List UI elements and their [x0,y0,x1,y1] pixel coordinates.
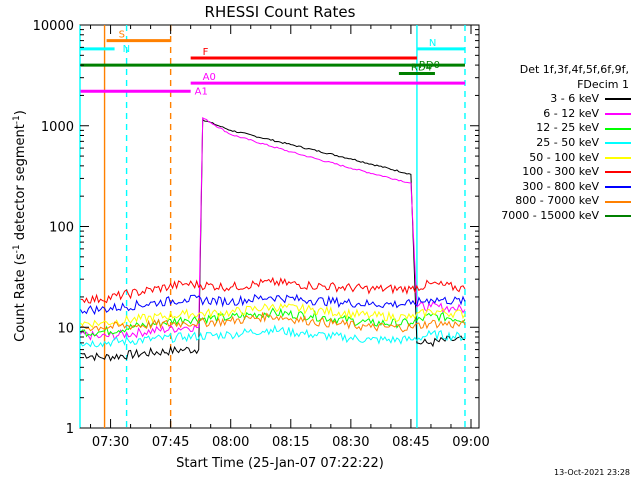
legend-header-line-1: Det 1f,3f,4f,5f,6f,9f, [519,63,629,76]
x-tick-label-5: 08:45 [392,435,429,450]
y-axis-label: Count Rate (s-1 detector segment-1) [12,110,28,342]
series-line-3 [80,324,466,348]
legend-label-7: 800 - 7000 keV [515,194,599,208]
legend: Det 1f,3f,4f,5f,6f,9f, FDecim 1 3 - 6 ke… [483,63,633,224]
legend-entry-2: 12 - 25 keV [483,121,633,136]
series-line-6 [80,293,466,316]
legend-entry-6: 300 - 800 keV [483,180,633,195]
legend-label-2: 12 - 25 keV [536,121,599,135]
series-line-7 [80,312,466,333]
y-tick-label-3: 1000 [41,120,74,135]
series-line-2 [80,307,466,338]
x-tick-label-3: 08:15 [272,435,309,450]
legend-header-line-2: FDecim 1 [577,77,629,91]
y-tick-label-4: 10000 [33,19,74,34]
y-axis-label-tail: detector segment [13,124,28,244]
flag-label-a0-6: A0 [203,72,216,83]
legend-swatch-5 [605,171,631,174]
x-axis-ticks: 07:30 07:45 08:00 08:15 08:30 08:45 09:00 [90,25,490,450]
legend-entry-5: 100 - 300 keV [483,165,633,180]
legend-label-0: 3 - 6 keV [550,92,599,106]
x-tick-label-2: 08:00 [212,435,249,450]
x-axis-label: Start Time (25-Jan-07 07:22:22) [176,456,384,471]
legend-entry-3: 25 - 50 keV [483,136,633,151]
flag-label-a1-7: A1 [195,86,208,97]
y-axis-label-sup: -1 [12,244,22,253]
series-line-4 [80,302,466,329]
flag-label-rd0-4: RD0 [419,60,440,71]
legend-swatch-6 [605,186,631,189]
render-timestamp: 13-Oct-2021 23:28 [554,468,630,477]
flag-label-s-0: S [119,30,125,41]
legend-swatch-1 [605,113,631,116]
series-line-5 [80,276,466,304]
legend-entry-0: 3 - 6 keV [483,92,633,107]
legend-entry-8: 7000 - 15000 keV [483,209,633,224]
legend-swatch-2 [605,127,631,130]
legend-label-1: 6 - 12 keV [543,106,599,120]
flag-label-n-2: N [429,38,436,49]
legend-entries: 3 - 6 keV 6 - 12 keV 12 - 25 keV 25 - 50 ke… [483,92,633,223]
flag-label-rd4-5: RD4 [411,63,432,74]
plot-frame [79,24,480,429]
legend-entry-1: 6 - 12 keV [483,107,633,122]
legend-swatch-3 [605,142,631,145]
x-tick-label-0: 07:30 [92,435,129,450]
legend-label-4: 50 - 100 keV [529,150,599,164]
series-lines [80,116,466,362]
legend-label-5: 100 - 300 keV [522,165,599,179]
chart-title: RHESSI Count Rates [205,3,356,21]
y-tick-label-1: 10 [57,321,74,336]
legend-label-6: 300 - 800 keV [522,179,599,193]
x-tick-label-6: 09:00 [452,435,489,450]
legend-label-8: 7000 - 15000 keV [501,208,599,222]
flag-label-f-3: F [203,47,209,58]
legend-entry-7: 800 - 7000 keV [483,194,633,209]
legend-label-3: 25 - 50 keV [536,135,599,149]
vertical-markers [79,25,466,428]
x-tick-label-1: 07:45 [152,435,189,450]
series-line-0 [80,118,466,362]
legend-swatch-4 [605,156,631,159]
y-axis-label-main: Count Rate (s [13,253,28,342]
y-tick-label-0: 1 [66,422,74,437]
legend-swatch-7 [605,200,631,203]
y-axis-label-close: ) [13,110,28,115]
y-axis-label-sup2: -1 [12,115,22,124]
legend-swatch-8 [605,215,631,218]
y-tick-label-2: 100 [49,221,74,236]
series-line-1 [80,116,466,341]
legend-swatch-0 [605,98,631,101]
legend-entry-4: 50 - 100 keV [483,151,633,166]
x-tick-label-4: 08:30 [332,435,369,450]
flag-label-n-1: N [123,44,130,55]
y-axis-ticks: 1 10 100 1000 10000 [33,19,479,437]
